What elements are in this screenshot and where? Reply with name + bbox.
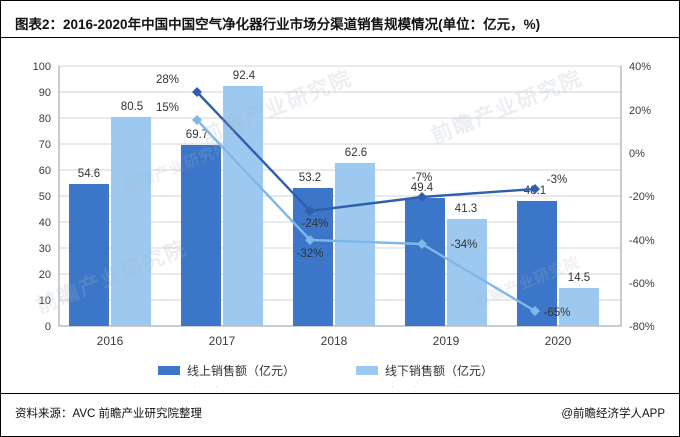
marker-online-2020[interactable] — [530, 184, 540, 194]
left-tick-10: 100 — [33, 61, 51, 73]
label-online-growth-2019: -7% — [412, 172, 432, 184]
label-offline-2020: 14.5 — [568, 272, 590, 284]
bar-online-2017[interactable] — [181, 145, 221, 326]
x-axis-labels: 2016 2017 2018 2019 2020 — [97, 334, 572, 348]
left-tick-5: 50 — [39, 191, 51, 203]
line-value-labels: 28% -24% -7% -3% 15% -32% -34% -65% — [156, 74, 570, 319]
chart-svg: 0 10 20 30 40 50 60 70 80 90 100 -80% -6… — [33, 61, 655, 387]
marker-offline-2020[interactable] — [530, 306, 540, 316]
right-tick-2: -40% — [629, 235, 655, 247]
bar-online-2019[interactable] — [405, 198, 445, 326]
online-growth-markers — [192, 87, 540, 216]
right-axis-ticks: -80% -60% -40% -20% 0% 20% 40% — [629, 61, 655, 333]
brand-note: @前瞻经济学人APP — [561, 408, 665, 420]
x-label-2017: 2017 — [209, 334, 236, 348]
label-online-2018: 53.2 — [299, 172, 321, 184]
line-series-offline-growth — [196, 119, 536, 313]
right-tick-3: -20% — [629, 191, 655, 203]
left-tick-2: 20 — [39, 269, 51, 281]
left-tick-0: 0 — [45, 321, 51, 333]
legend-label-online-growth: 线上市场同比增长（%） — [187, 385, 318, 387]
title-divider — [1, 37, 679, 38]
legend-label-offline-sales: 线下销售额（亿元） — [385, 363, 493, 378]
x-label-2019: 2019 — [433, 334, 460, 348]
right-tick-5: 20% — [629, 105, 651, 117]
left-tick-6: 60 — [39, 165, 51, 177]
left-tick-9: 90 — [39, 87, 51, 99]
source-note: 资料来源：AVC 前瞻产业研究院整理 — [15, 408, 202, 420]
label-online-growth-2020: -3% — [547, 174, 567, 186]
legend-swatch-offline-sales — [356, 366, 378, 375]
label-offline-2019: 41.3 — [455, 203, 477, 215]
offline-growth-line[interactable] — [196, 119, 536, 313]
chart-legend: 线上销售额（亿元） 线下销售额（亿元） 线上市场同比增长（%） 线下市场同比增长… — [158, 363, 516, 387]
label-online-2016: 54.6 — [78, 168, 100, 180]
bar-offline-2016[interactable] — [111, 117, 151, 326]
label-offline-growth-2017: 15% — [156, 102, 179, 114]
right-tick-6: 40% — [629, 61, 651, 73]
label-online-2017: 69.7 — [186, 129, 208, 141]
bar-series-online — [69, 145, 557, 326]
marker-online-2018[interactable] — [305, 206, 315, 216]
left-tick-3: 30 — [39, 243, 51, 255]
left-tick-4: 40 — [39, 217, 51, 229]
right-tick-1: -60% — [629, 278, 655, 290]
label-online-2019: 49.4 — [411, 182, 434, 194]
marker-offline-2018[interactable] — [305, 235, 315, 245]
bar-series-offline — [111, 86, 599, 326]
left-tick-8: 80 — [39, 113, 51, 125]
offline-growth-markers — [192, 115, 540, 316]
label-offline-growth-2018: -32% — [297, 248, 324, 260]
bar-offline-2020[interactable] — [559, 288, 599, 326]
marker-online-2019[interactable] — [417, 192, 427, 202]
bar-value-labels: 54.6 69.7 53.2 49.4 48.1 80.5 92.4 62.6 … — [78, 70, 590, 284]
legend-swatch-online-sales — [158, 366, 180, 375]
label-offline-growth-2019: -34% — [451, 239, 478, 251]
marker-online-2017[interactable] — [192, 87, 202, 97]
footer-divider — [1, 393, 679, 394]
label-online-growth-2018: -24% — [302, 218, 329, 230]
bar-offline-2017[interactable] — [223, 86, 263, 326]
label-offline-growth-2020: -65% — [544, 307, 571, 319]
left-tick-1: 10 — [39, 295, 51, 307]
chart-plot-area: 0 10 20 30 40 50 60 70 80 90 100 -80% -6… — [1, 41, 679, 387]
x-label-2018: 2018 — [321, 334, 348, 348]
x-label-2020: 2020 — [545, 334, 572, 348]
label-offline-2018: 62.6 — [345, 147, 367, 159]
legend-label-online-sales: 线上销售额（亿元） — [187, 363, 295, 378]
label-online-growth-2017: 28% — [156, 74, 179, 86]
marker-offline-2017[interactable] — [192, 115, 202, 125]
right-tick-4: 0% — [629, 148, 645, 160]
marker-offline-2019[interactable] — [417, 239, 427, 249]
x-label-2016: 2016 — [97, 334, 124, 348]
right-tick-0: -80% — [629, 321, 655, 333]
label-offline-2016: 80.5 — [121, 101, 143, 113]
bar-online-2016[interactable] — [69, 184, 109, 326]
page-title: 图表2：2016-2020年中国中国空气净化器行业市场分渠道销售规模情况(单位：… — [15, 17, 541, 32]
online-growth-line[interactable] — [196, 91, 536, 213]
bar-offline-2018[interactable] — [335, 163, 375, 326]
left-axis-ticks: 0 10 20 30 40 50 60 70 80 90 100 — [33, 61, 51, 333]
left-tick-7: 70 — [39, 139, 51, 151]
label-offline-2017: 92.4 — [233, 70, 256, 82]
line-series-online-growth — [196, 91, 536, 213]
legend-label-offline-growth: 线下市场同比增长（%） — [385, 385, 516, 387]
bar-offline-2019[interactable] — [447, 219, 487, 326]
